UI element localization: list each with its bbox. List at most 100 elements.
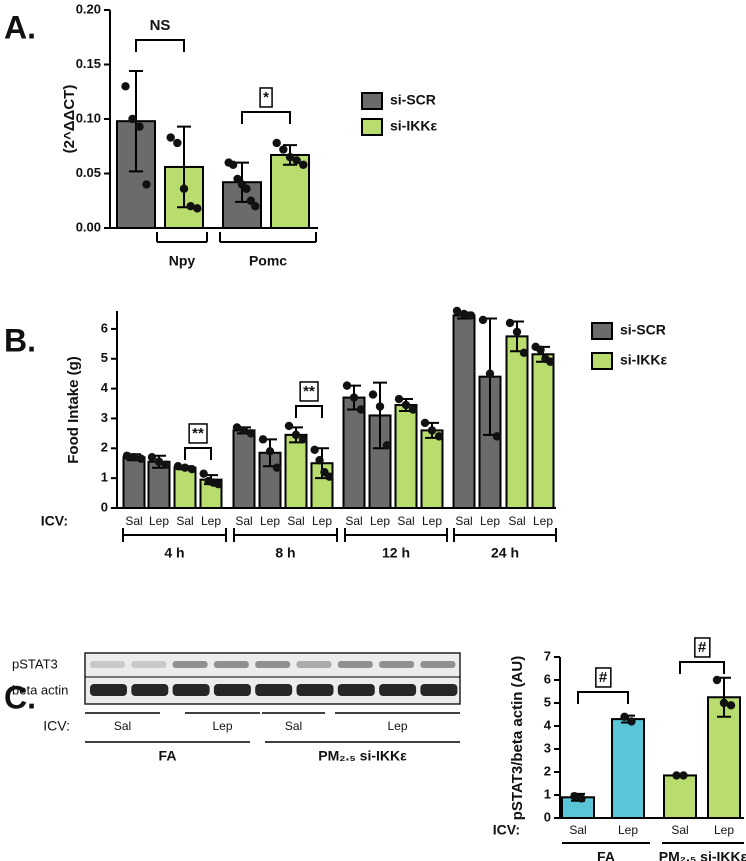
data-point [285,152,295,162]
data-point [232,423,242,432]
data-point [712,675,722,685]
data-point [356,405,366,414]
data-point [279,145,288,154]
legend-swatch [591,322,613,340]
y-tick-label: 0 [544,809,551,824]
panel-label: C. [4,679,36,715]
data-point [570,791,579,801]
data-point [342,381,352,390]
data-point [505,318,515,328]
group-label: PM₂.₅ si-IKKε [318,748,407,764]
data-point [214,479,223,489]
data-point [298,435,308,444]
data-point [246,429,256,438]
y-tick-label: 5 [101,350,108,365]
y-axis-label: pSTAT3/beta actin (AU) [509,656,526,820]
panel-label: A. [4,9,36,45]
bar [452,314,476,509]
data-point [492,432,502,441]
x-tick-label: Sal [397,514,414,528]
data-point [375,402,385,411]
y-tick-label: 6 [544,671,551,686]
blot-band [420,661,456,668]
significance-bracket [295,405,323,418]
data-point [427,426,437,435]
x-tick-label: Lep [422,514,442,528]
x-tick-label: Sal [455,514,472,528]
significance-label: NS [150,17,171,34]
y-tick-label: 1 [101,470,108,485]
y-tick-label: 0.00 [76,219,101,234]
significance-bracket [135,39,185,52]
data-point [519,348,529,357]
data-point [292,156,301,165]
group-bracket [219,232,317,243]
significance-box [188,423,208,444]
x-tick-label: Lep [260,514,280,528]
blot-band [172,661,208,668]
x-tick-label: Lep [201,514,221,528]
y-tick-label: 3 [544,740,551,755]
group-bracket [233,528,338,542]
data-point [546,357,555,366]
data-point [258,435,268,444]
treatment-label: Lep [387,719,407,733]
bar [173,466,197,510]
data-point [161,460,171,469]
legend-swatch [361,92,383,110]
data-point [401,400,411,410]
data-point [284,421,294,431]
data-point [394,394,404,404]
data-point [136,454,146,463]
bar [232,429,256,510]
significance-label: ** [303,383,315,400]
x-tick-label: Sal [569,823,586,837]
data-point [536,345,545,355]
blot-band [213,684,251,696]
blot-band [213,661,249,668]
significance-label: ** [192,425,204,442]
data-point [142,180,151,189]
group-label: 4 h [164,545,184,561]
bar [420,429,444,510]
bar [342,396,366,509]
data-point [193,204,202,213]
y-tick-label: 0.10 [76,110,101,125]
data-point [627,717,636,726]
data-point [173,138,182,148]
data-point [310,445,319,454]
bar [394,404,418,510]
bar [611,718,645,819]
significance-bracket [184,447,212,460]
blot-band [296,684,334,696]
data-point [291,430,301,440]
significance-label: # [698,639,707,656]
data-point [265,447,275,456]
significance-bracket [679,661,725,674]
data-point [129,453,139,462]
blot-row-label: beta actin [12,682,68,697]
blot-band [296,661,332,668]
data-point [672,771,681,780]
x-tick-label: Lep [149,514,169,528]
group-label: Pomc [249,253,287,269]
data-point [726,701,736,710]
data-point [272,138,281,148]
data-point [349,393,359,402]
x-axis-label: ICV: [43,718,70,734]
blot-frame [84,652,461,705]
treatment-label: Lep [212,719,232,733]
data-point [485,369,495,378]
x-tick-label: Lep [714,823,734,837]
significance-box [595,667,612,688]
group-bracket [344,528,448,542]
legend-swatch [591,352,613,370]
blot-band [90,684,127,696]
blot-band [379,684,417,696]
bar [284,433,308,509]
y-tick-label: 6 [101,320,108,335]
group-label: Npy [169,253,196,269]
y-tick-label: 2 [544,763,551,778]
legend-label: si-IKKε [390,118,437,134]
